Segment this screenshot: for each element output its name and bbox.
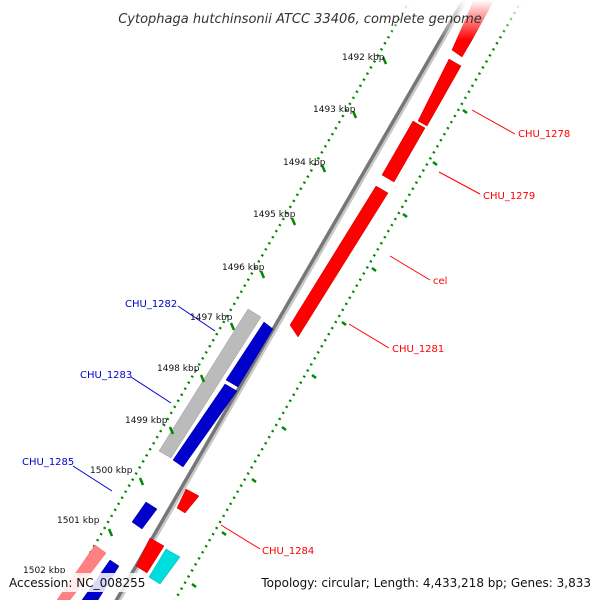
forward-gene-labels: CHU_1278 CHU_1279 cel CHU_1281 CHU_1284	[220, 109, 570, 557]
tick-label-1493: 1493 kbp	[313, 105, 356, 115]
leader-line-chu-1281	[348, 323, 390, 349]
gene-label-chu-1283[interactable]: CHU_1283	[80, 370, 132, 381]
tick-mark	[290, 217, 297, 226]
leader-line-cel	[389, 255, 431, 281]
reverse-gene-labels: CHU_1282 CHU_1283 CHU_1285	[22, 299, 216, 492]
gene-arrow-cel[interactable]	[381, 120, 426, 183]
gene-label-chu-1282[interactable]: CHU_1282	[125, 299, 177, 310]
tick-label-1502: 1502 kbp	[23, 566, 66, 576]
leader-line-chu-1278	[471, 109, 516, 135]
outer-ring-ticks	[191, 109, 468, 588]
leader-line-chu-1282	[177, 305, 216, 332]
map-title: Cytophaga hutchinsonii ATCC 33406, compl…	[118, 12, 482, 27]
top-fade	[380, 0, 580, 40]
rna-feature-cyan[interactable]	[148, 548, 181, 585]
tick-label-1496: 1496 kbp	[222, 263, 265, 273]
gene-label-cel[interactable]: cel	[433, 276, 447, 287]
gene-label-chu-1281[interactable]: CHU_1281	[392, 344, 444, 355]
gene-arrow-chu-1281[interactable]	[289, 185, 389, 338]
footer-backdrop-right	[258, 573, 594, 592]
gene-arrow-chu-1279[interactable]	[417, 58, 462, 127]
tick-labels: 1492 kbp 1493 kbp 1494 kbp 1495 kbp 1496…	[23, 53, 388, 576]
tick-mark	[199, 374, 206, 383]
gene-label-chu-1285[interactable]: CHU_1285	[22, 457, 74, 468]
tick-label-1497: 1497 kbp	[190, 313, 233, 323]
accession-text: Accession: NC_008255	[9, 576, 145, 590]
tick-label-1495: 1495 kbp	[253, 210, 296, 220]
tick-mark	[320, 164, 327, 173]
gene-arrow-chu-1284[interactable]	[176, 488, 200, 514]
inner-tick-ring	[61, 0, 412, 600]
footer-backdrop-left	[6, 573, 146, 592]
leader-line-chu-1285	[72, 465, 113, 492]
tick-label-1498: 1498 kbp	[157, 364, 200, 374]
leader-line-chu-1284	[220, 524, 261, 550]
tick-label-1500: 1500 kbp	[90, 466, 133, 476]
gene-arrow-chu-1283[interactable]	[172, 383, 238, 468]
backbone	[114, 0, 466, 600]
gene-label-chu-1278[interactable]: CHU_1278	[518, 129, 570, 140]
gene-arrow-red-lower[interactable]	[135, 537, 165, 574]
tick-mark	[168, 426, 175, 435]
leader-line-chu-1279	[438, 171, 481, 195]
leader-line-chu-1283	[130, 376, 172, 404]
tick-mark	[107, 528, 114, 537]
gene-label-chu-1284[interactable]: CHU_1284	[262, 546, 314, 557]
gene-label-chu-1279[interactable]: CHU_1279	[483, 191, 535, 202]
pseudogene-gray[interactable]	[158, 308, 262, 459]
tick-mark	[259, 270, 266, 279]
tick-label-1501: 1501 kbp	[57, 516, 100, 526]
tick-label-1492: 1492 kbp	[342, 53, 385, 63]
tick-mark	[229, 322, 236, 331]
tick-mark	[351, 110, 358, 119]
tick-label-1494: 1494 kbp	[283, 158, 326, 168]
gene-arrow-chu-1285[interactable]	[131, 501, 158, 530]
outer-tick-ring	[173, 0, 524, 600]
gene-arrow-chu-1282[interactable]	[225, 321, 274, 388]
tick-mark	[138, 477, 145, 486]
tick-mark	[381, 56, 388, 65]
topology-summary-text: Topology: circular; Length: 4,433,218 bp…	[260, 576, 591, 590]
tick-label-1499: 1499 kbp	[125, 416, 168, 426]
